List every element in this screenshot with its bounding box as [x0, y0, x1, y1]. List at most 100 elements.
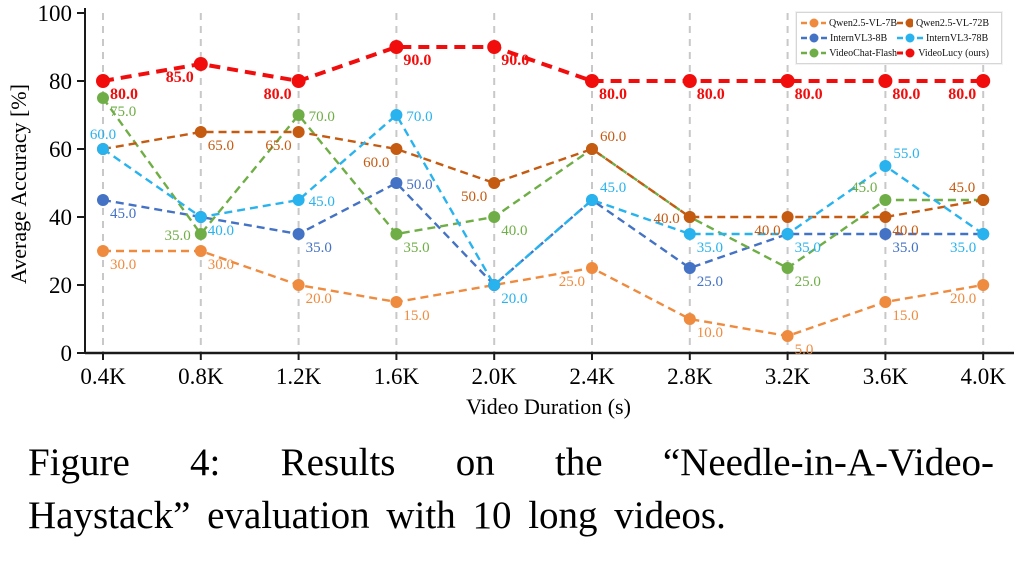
series-line-Qwen2.5-VL-7B — [103, 249, 984, 338]
legend-item-VideoChat-Flash: VideoChat-Flash — [801, 46, 897, 60]
figure-caption: Figure 4: Results on the “Needle-in-A-Vi… — [28, 436, 994, 542]
data-point — [194, 245, 207, 257]
data-point — [878, 74, 893, 88]
data-point — [194, 126, 207, 138]
data-label: 40.0 — [501, 223, 527, 239]
data-point — [292, 228, 305, 240]
chart-canvas: 0 20 40 60 80 100 0.4K 0.8K 1.2K 1.6K 2.0K 2.4K 2.8K… — [38, 1, 1014, 389]
x-tick-label: 2.4K — [569, 364, 615, 389]
data-label: 60.0 — [600, 129, 626, 145]
legend-label: Qwen2.5-VL-7B — [828, 17, 897, 29]
x-tick-label: 3.2K — [765, 364, 811, 389]
x-tick-label: 4.0K — [961, 364, 1007, 389]
data-point — [682, 74, 697, 88]
legend-item-VideoLucy (ours): VideoLucy (ours) — [897, 46, 989, 60]
data-point — [780, 74, 795, 88]
data-point — [390, 109, 403, 121]
data-point — [488, 211, 501, 223]
data-label: 45.0 — [110, 206, 136, 222]
data-label: 55.0 — [893, 146, 919, 162]
data-label: 15.0 — [892, 308, 918, 324]
data-point — [781, 262, 794, 274]
data-label: 20.0 — [306, 291, 332, 307]
data-point — [683, 211, 696, 223]
legend-marker-icon — [801, 33, 827, 43]
data-label: 80.0 — [948, 86, 976, 103]
series-line-VideoLucy (ours) — [102, 45, 984, 84]
data-point — [389, 40, 404, 54]
data-point — [487, 40, 502, 54]
data-point — [97, 194, 109, 206]
data-label: 40.0 — [654, 211, 680, 227]
data-point — [390, 228, 403, 240]
data-point — [586, 194, 598, 206]
data-label: 30.0 — [208, 257, 234, 273]
x-tick-label: 0.8K — [178, 364, 224, 389]
data-label: 65.0 — [208, 138, 234, 154]
x-tick-label: 2.8K — [667, 364, 713, 389]
y-tick-label: 60 — [49, 137, 72, 162]
legend-item-Qwen2.5-VL-72B: Qwen2.5-VL-72B — [897, 16, 989, 30]
data-point — [977, 194, 990, 206]
x-axis-label: Video Duration (s) — [466, 394, 631, 419]
x-tick-label: 0.4K — [80, 364, 126, 389]
legend-marker-icon — [801, 48, 827, 58]
data-point — [390, 177, 403, 189]
data-label: 45.0 — [851, 180, 877, 196]
data-label: 90.0 — [501, 52, 529, 69]
data-point — [97, 143, 109, 155]
legend-label: VideoLucy (ours) — [918, 47, 989, 59]
data-point — [683, 228, 696, 240]
data-point — [586, 143, 598, 155]
legend-label: VideoChat-Flash — [829, 47, 897, 59]
data-label: 20.0 — [950, 291, 976, 307]
data-label: 80.0 — [892, 86, 920, 103]
legend-marker-icon — [897, 33, 923, 43]
data-label: 85.0 — [166, 69, 194, 86]
x-tick-label: 1.6K — [374, 364, 420, 389]
data-point — [390, 296, 403, 308]
legend-label: InternVL3-78B — [926, 32, 989, 44]
data-point — [879, 228, 892, 240]
legend-label: Qwen2.5-VL-72B — [915, 17, 989, 29]
data-point — [976, 74, 991, 88]
data-point — [193, 57, 208, 71]
legend-marker-icon — [897, 18, 913, 28]
data-label: 30.0 — [110, 257, 136, 273]
data-label: 50.0 — [461, 189, 487, 205]
caption-line-1: Figure 4: Results on the “Needle-in-A-Vi… — [28, 441, 994, 484]
data-point — [291, 74, 306, 88]
data-point — [194, 211, 207, 223]
data-point — [683, 313, 696, 325]
data-point — [879, 211, 892, 223]
data-label: 40.0 — [754, 223, 780, 239]
data-label: 80.0 — [697, 86, 725, 103]
y-tick-label: 100 — [38, 1, 73, 26]
data-point — [879, 160, 892, 172]
data-point — [585, 74, 599, 88]
data-label: 70.0 — [406, 109, 432, 125]
data-label: 80.0 — [599, 86, 627, 103]
data-label: 15.0 — [403, 308, 429, 324]
data-label: 25.0 — [795, 274, 821, 290]
x-tick-label: 3.6K — [863, 364, 909, 389]
data-label: 35.0 — [892, 240, 918, 256]
data-label: 40.0 — [892, 223, 918, 239]
legend-marker-icon — [801, 18, 826, 28]
y-tick-label: 40 — [49, 205, 72, 230]
data-label: 45.0 — [600, 180, 626, 196]
data-label: 80.0 — [795, 86, 823, 103]
series-line-InternVL3-78B — [102, 113, 984, 287]
legend-item-InternVL3-8B: InternVL3-8B — [801, 31, 897, 45]
data-point — [879, 296, 892, 308]
data-point — [292, 109, 305, 121]
data-point — [781, 330, 794, 342]
y-tick-label: 80 — [49, 69, 72, 94]
data-label: 10.0 — [697, 325, 723, 341]
y-tick-label: 20 — [49, 273, 72, 298]
data-point — [292, 126, 305, 138]
data-label: 5.0 — [795, 342, 814, 358]
data-point — [292, 194, 305, 206]
chart-legend: Qwen2.5-VL-7B Qwen2.5-VL-72B InternVL3-8B I… — [796, 12, 1002, 64]
